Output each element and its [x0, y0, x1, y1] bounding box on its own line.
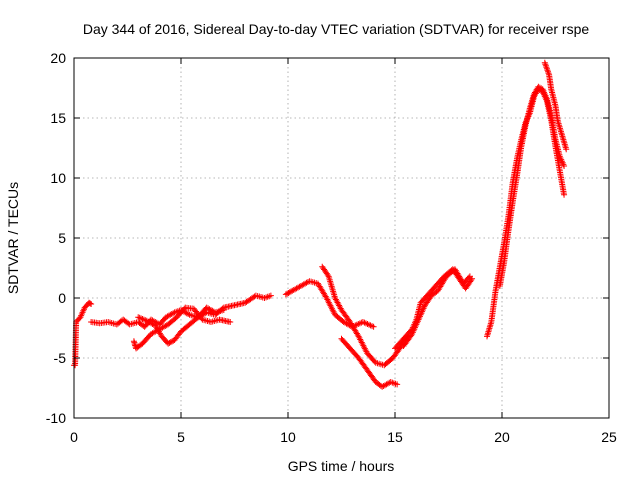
data-point-marker: [170, 310, 177, 317]
data-point-marker: [466, 273, 473, 280]
data-point-marker: [465, 274, 472, 281]
series-trace-i: [400, 266, 473, 349]
data-point-marker: [285, 289, 292, 296]
series-trace-k: [496, 83, 568, 289]
data-point-marker: [139, 316, 146, 322]
x-tick-label: 5: [177, 429, 185, 445]
series-trace-d: [135, 304, 227, 347]
data-point-marker: [282, 291, 289, 298]
y-tick-label: 10: [50, 170, 66, 186]
chart-title: Day 344 of 2016, Sidereal Day-to-day VTE…: [83, 21, 589, 37]
data-point-marker: [563, 146, 570, 153]
data-point-marker: [227, 319, 234, 325]
data-point-marker: [136, 314, 143, 321]
data-point-marker: [561, 191, 568, 198]
data-point-marker: [284, 290, 291, 297]
series-trace-c: [130, 304, 234, 352]
y-tick-label: 20: [50, 50, 66, 66]
data-point-marker: [394, 381, 401, 388]
data-point-marker: [135, 314, 142, 321]
data-point-marker: [169, 338, 176, 345]
series-trace-l: [541, 59, 570, 153]
data-point-marker: [286, 289, 293, 296]
y-tick-label: -10: [46, 410, 66, 426]
data-point-marker: [185, 311, 192, 317]
series-trace-e: [282, 278, 377, 330]
data-point-marker: [165, 340, 172, 347]
data-point-marker: [88, 301, 95, 307]
data-point-marker: [140, 316, 147, 323]
y-tick-label: -5: [54, 350, 67, 366]
data-point-marker: [561, 163, 568, 169]
x-tick-label: 0: [70, 429, 78, 445]
y-tick-label: 0: [58, 290, 66, 306]
data-point-marker: [142, 317, 149, 324]
x-tick-label: 25: [601, 429, 617, 445]
x-tick-label: 20: [494, 429, 510, 445]
x-axis-label: GPS time / hours: [288, 458, 395, 474]
data-series: [71, 59, 570, 390]
data-point-marker: [324, 272, 331, 279]
series-trace-g: [338, 335, 401, 390]
data-point-marker: [138, 315, 145, 322]
y-axis-label: SDTVAR / TECUs: [5, 182, 21, 294]
y-tick-label: 5: [58, 230, 66, 246]
data-point-marker: [181, 305, 188, 312]
x-tick-label: 15: [387, 429, 403, 445]
data-point-marker: [166, 339, 173, 346]
axis-ticks: 0 5 10 15 20 25 -10 -5 0 5 10 15 20: [46, 50, 617, 445]
data-point-marker: [167, 339, 174, 346]
series-trace-f: [319, 263, 411, 369]
data-point-marker: [267, 292, 274, 299]
y-tick-label: 15: [50, 110, 66, 126]
data-point-marker: [370, 323, 377, 330]
series-trace-a: [71, 299, 95, 369]
data-point-marker: [220, 307, 227, 313]
x-tick-label: 10: [280, 429, 296, 445]
data-point-marker: [87, 300, 94, 307]
